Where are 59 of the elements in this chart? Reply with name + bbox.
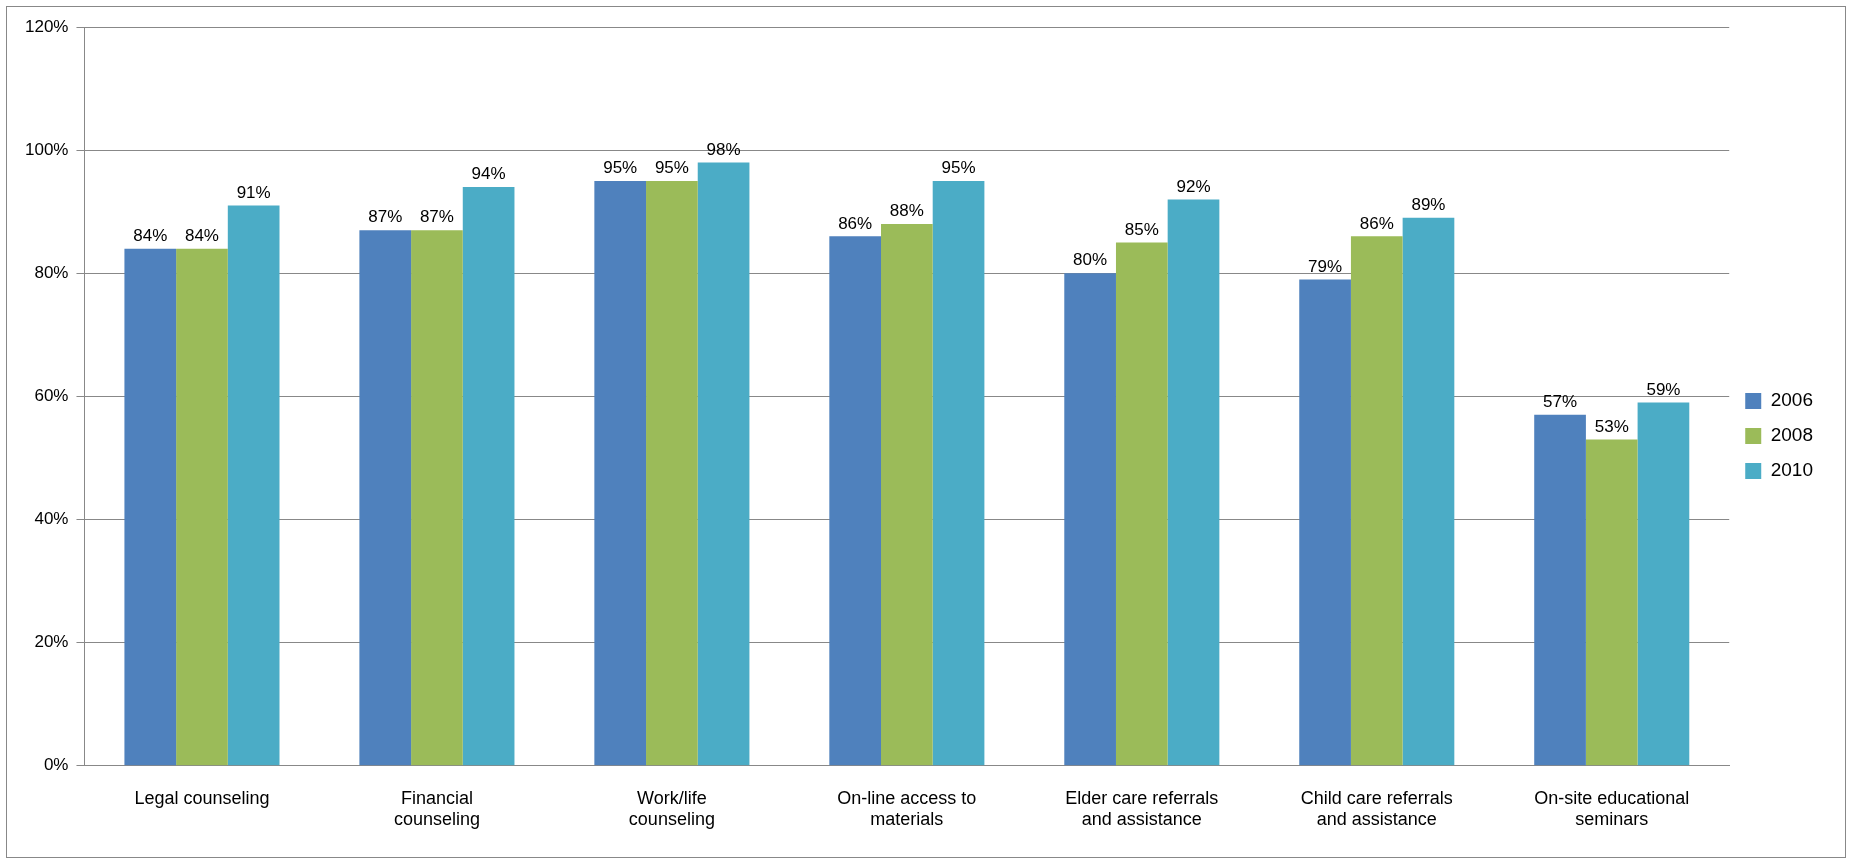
bar bbox=[1585, 439, 1638, 766]
y-tick-label: 80% bbox=[34, 262, 69, 282]
data-label: 84% bbox=[184, 225, 219, 245]
bar bbox=[932, 180, 985, 766]
bar bbox=[1115, 242, 1168, 766]
data-label: 87% bbox=[368, 207, 403, 227]
data-label: 92% bbox=[1176, 176, 1211, 196]
data-label: 91% bbox=[236, 182, 271, 202]
x-tick-label: Elder care referrals and assistance bbox=[1065, 787, 1219, 830]
y-tick-label: 0% bbox=[43, 755, 69, 775]
legend-label: 2006 bbox=[1770, 389, 1814, 411]
data-label: 95% bbox=[654, 158, 689, 178]
data-label: 88% bbox=[889, 201, 924, 221]
data-label: 95% bbox=[941, 158, 976, 178]
bar bbox=[1350, 236, 1403, 766]
y-tick-label: 40% bbox=[34, 509, 69, 529]
data-label: 85% bbox=[1124, 219, 1159, 239]
bar bbox=[1167, 199, 1220, 766]
data-label: 98% bbox=[706, 139, 741, 159]
x-tick-label: On-line access to materials bbox=[837, 787, 977, 830]
bar bbox=[829, 236, 882, 766]
x-tick-label: Work/life counseling bbox=[628, 787, 715, 830]
data-label: 86% bbox=[1359, 213, 1394, 233]
bar bbox=[176, 248, 228, 766]
data-label: 86% bbox=[838, 213, 873, 233]
bar bbox=[1299, 279, 1351, 766]
bar bbox=[594, 180, 647, 766]
data-label: 95% bbox=[603, 158, 638, 178]
data-label: 84% bbox=[133, 225, 168, 245]
bar bbox=[1534, 414, 1586, 766]
y-tick-label: 20% bbox=[34, 632, 69, 652]
bar bbox=[411, 230, 463, 766]
data-label: 79% bbox=[1308, 256, 1343, 276]
legend-label: 2010 bbox=[1770, 459, 1814, 481]
data-label: 59% bbox=[1646, 379, 1681, 399]
x-tick-label: Financial counseling bbox=[393, 787, 480, 830]
y-tick-label: 100% bbox=[25, 139, 69, 159]
data-label: 53% bbox=[1594, 416, 1629, 436]
data-label: 57% bbox=[1543, 392, 1578, 412]
bar bbox=[881, 224, 933, 766]
data-label: 80% bbox=[1073, 250, 1108, 270]
y-tick-label: 60% bbox=[34, 386, 69, 406]
x-tick-label: Child care referrals and assistance bbox=[1300, 787, 1453, 830]
y-tick-label: 120% bbox=[25, 16, 69, 36]
bar bbox=[462, 187, 515, 766]
data-label: 89% bbox=[1411, 195, 1446, 215]
bar bbox=[1064, 273, 1116, 766]
bar bbox=[1637, 402, 1690, 766]
bar bbox=[359, 230, 412, 766]
bar bbox=[646, 180, 698, 766]
bar bbox=[227, 205, 280, 766]
bar bbox=[697, 162, 750, 766]
x-tick-label: On-site educational seminars bbox=[1534, 787, 1690, 830]
legend-label: 2008 bbox=[1770, 424, 1814, 446]
bar bbox=[1402, 217, 1455, 766]
bar bbox=[124, 248, 177, 766]
data-label: 94% bbox=[471, 164, 506, 184]
x-tick-label: Legal counseling bbox=[134, 787, 270, 808]
data-label: 87% bbox=[419, 207, 454, 227]
